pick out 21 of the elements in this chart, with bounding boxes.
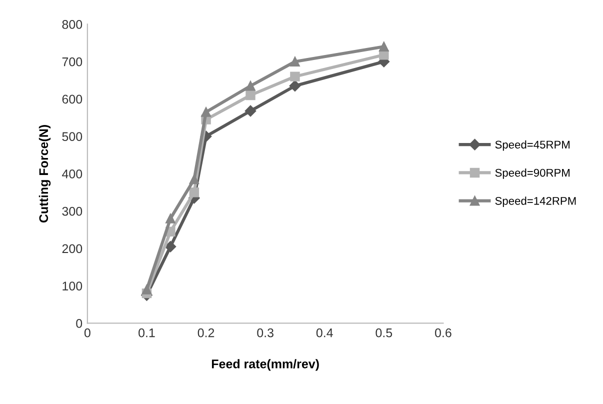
x-axis-title: Feed rate(mm/rev) xyxy=(212,359,319,371)
x-tick-label: 0.4 xyxy=(316,328,333,338)
y-tick-label: 300 xyxy=(62,206,82,216)
y-tick-label: 400 xyxy=(62,170,82,178)
y-tick-label: 700 xyxy=(62,57,82,66)
x-tick-label: 0.2 xyxy=(198,328,214,338)
y-tick-label: 100 xyxy=(62,282,82,290)
x-tick-label: 0.1 xyxy=(138,328,155,338)
x-tick-label: 0.5 xyxy=(376,328,392,338)
legend-label: Speed=142RPM xyxy=(495,196,576,208)
y-tick-label: 200 xyxy=(62,244,82,254)
x-tick-label: 0 xyxy=(84,328,90,338)
y-tick-label: 800 xyxy=(62,20,82,29)
legend-label: Speed=45RPM xyxy=(495,140,570,151)
y-axis-title: Cutting Force(N) xyxy=(38,125,51,222)
y-tick-label: 0 xyxy=(76,319,82,328)
legend-label: Speed=90RPM xyxy=(495,168,570,179)
x-tick-label: 0.6 xyxy=(435,328,452,338)
y-tick-label: 500 xyxy=(62,132,82,141)
x-tick-label: 0.3 xyxy=(257,328,274,338)
y-tick-label: 600 xyxy=(62,94,82,104)
